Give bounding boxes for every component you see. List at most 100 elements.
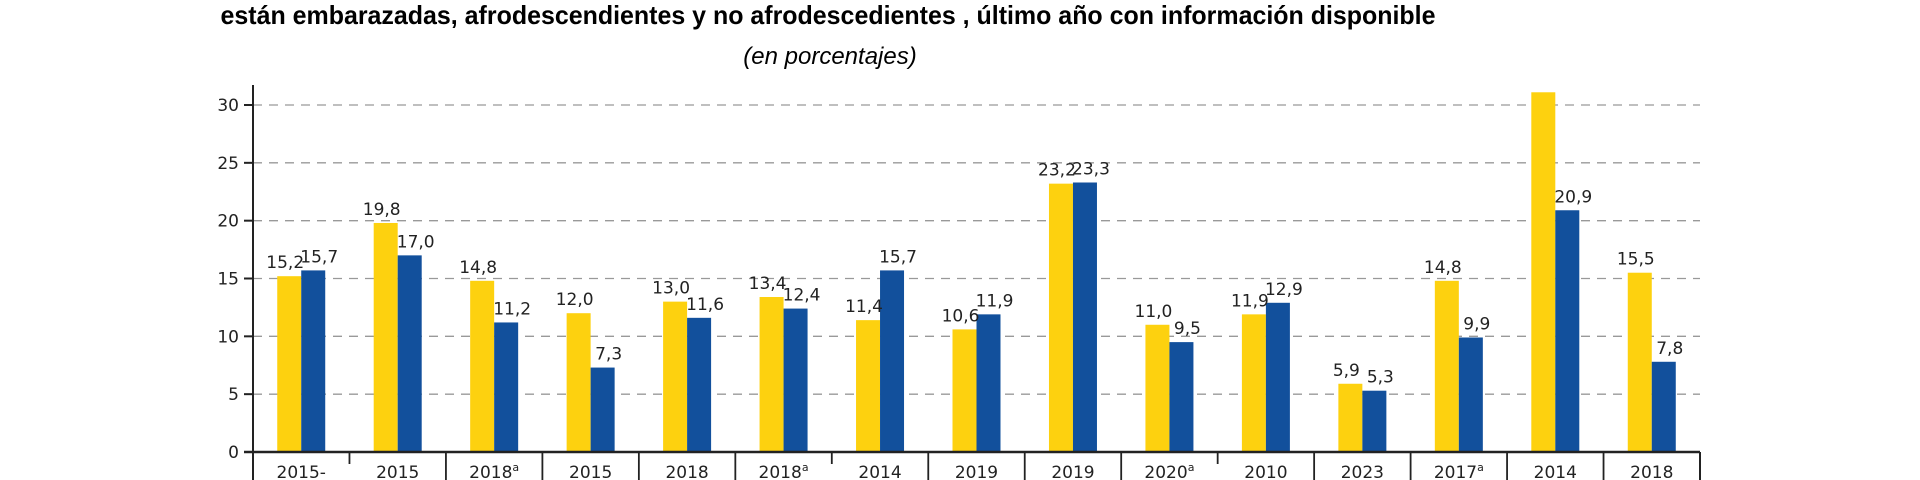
bar-blue	[1458, 337, 1483, 452]
x-category-year: 2019	[955, 463, 998, 480]
x-category-year: 2020	[1144, 463, 1187, 480]
bar-yellow	[566, 313, 591, 452]
x-category-label: 2015	[569, 463, 612, 480]
bar-blue	[1555, 210, 1580, 452]
data-label: 13,4	[749, 274, 787, 294]
data-label: 23,3	[1072, 159, 1110, 179]
x-category-label: 2018	[665, 463, 708, 480]
data-label: 11,9	[976, 291, 1014, 311]
bar-blue	[880, 270, 905, 452]
x-category-year: 2019	[1051, 463, 1094, 480]
data-label: 11,0	[1135, 302, 1173, 322]
x-category-label: 2019	[1051, 463, 1094, 480]
y-tick-label: 10	[217, 327, 239, 347]
x-category-year: 2018	[469, 463, 512, 480]
bar-yellow	[470, 280, 495, 452]
bar-blue	[1362, 390, 1387, 452]
data-label: 13,0	[652, 279, 690, 299]
x-category-year: 2018	[665, 463, 708, 480]
y-tick-label: 15	[217, 270, 239, 290]
x-category-label: 2018	[1630, 463, 1673, 480]
x-category-year: 2014	[858, 463, 901, 480]
x-category-label: 2020a	[1144, 461, 1194, 480]
x-category-label: 2019	[955, 463, 998, 480]
bar-yellow	[277, 276, 302, 452]
x-category-year: 2023	[1341, 463, 1384, 480]
chart-title: están embarazadas, afrodescendientes y n…	[221, 0, 1436, 30]
data-label: 7,8	[1656, 339, 1683, 359]
x-category-label: 2015-	[277, 463, 326, 480]
x-category-year: 2015-	[277, 463, 326, 480]
bar-yellow	[1531, 92, 1556, 452]
bar-blue	[301, 270, 326, 452]
bar-blue	[783, 308, 808, 452]
data-label: 19,8	[363, 200, 401, 220]
data-label: 23,2	[1038, 161, 1076, 181]
data-label: 5,3	[1367, 368, 1394, 388]
data-label: 11,6	[686, 295, 724, 315]
bar-yellow	[663, 301, 688, 452]
data-label: 10,6	[942, 306, 980, 326]
data-label: 9,9	[1463, 314, 1490, 334]
bar-yellow	[952, 329, 977, 452]
x-category-note: a	[512, 461, 519, 474]
x-category-label: 2018a	[759, 461, 809, 480]
x-category-label: 2017a	[1434, 461, 1484, 480]
x-category-note: a	[1188, 461, 1195, 474]
x-category-note: a	[802, 461, 809, 474]
bar-blue	[1072, 182, 1097, 452]
x-category-label: 2015	[376, 463, 419, 480]
x-category-year: 2014	[1534, 463, 1577, 480]
x-category-label: 2014	[858, 463, 901, 480]
x-category-label: 2023	[1341, 463, 1384, 480]
bar-blue	[1651, 361, 1676, 452]
y-tick-label: 5	[228, 385, 239, 405]
data-label: 7,3	[595, 345, 622, 365]
x-category-year: 2018	[759, 463, 802, 480]
data-label: 15,7	[879, 247, 917, 267]
data-label: 15,2	[266, 253, 304, 273]
bar-blue	[687, 317, 712, 452]
bar-yellow	[1145, 324, 1170, 452]
x-category-year: 2017	[1434, 463, 1477, 480]
data-label: 17,0	[397, 232, 435, 252]
chart-subtitle: (en porcentajes)	[743, 43, 916, 70]
data-label: 12,4	[783, 286, 821, 306]
data-label: 14,8	[459, 258, 497, 278]
bar-blue	[976, 314, 1001, 452]
data-label: 9,5	[1174, 319, 1201, 339]
data-label: 5,9	[1333, 361, 1360, 381]
bar-yellow	[759, 297, 784, 452]
y-tick-label: 30	[217, 96, 239, 116]
bar-yellow	[1338, 383, 1363, 452]
data-label: 20,9	[1554, 187, 1592, 207]
bar-yellow	[1241, 314, 1266, 452]
x-category-year: 2018	[1630, 463, 1673, 480]
bar-yellow	[1434, 280, 1459, 452]
data-label: 15,7	[300, 247, 338, 267]
bar-yellow	[1627, 272, 1652, 452]
bar-blue	[590, 367, 615, 452]
bar-blue	[1265, 302, 1290, 452]
data-label: 11,2	[493, 299, 531, 319]
data-label: 12,9	[1265, 280, 1303, 300]
x-category-label: 2018a	[469, 461, 519, 480]
x-category-year: 2010	[1244, 463, 1287, 480]
data-label: 11,4	[845, 297, 883, 317]
bar-yellow	[1048, 183, 1073, 453]
y-tick-label: 0	[228, 443, 239, 463]
bar-blue	[494, 322, 519, 452]
x-category-year: 2015	[376, 463, 419, 480]
data-label: 11,9	[1231, 291, 1269, 311]
y-tick-label: 25	[217, 154, 239, 174]
x-category-note: a	[1477, 461, 1484, 474]
y-tick-label: 20	[217, 212, 239, 232]
bar-blue	[1169, 342, 1194, 452]
bar-yellow	[856, 320, 881, 452]
x-category-year: 2015	[569, 463, 612, 480]
data-label: 15,5	[1617, 250, 1655, 270]
bar-yellow	[373, 222, 398, 452]
x-category-label: 2010	[1244, 463, 1287, 480]
data-label: 14,8	[1424, 258, 1462, 278]
